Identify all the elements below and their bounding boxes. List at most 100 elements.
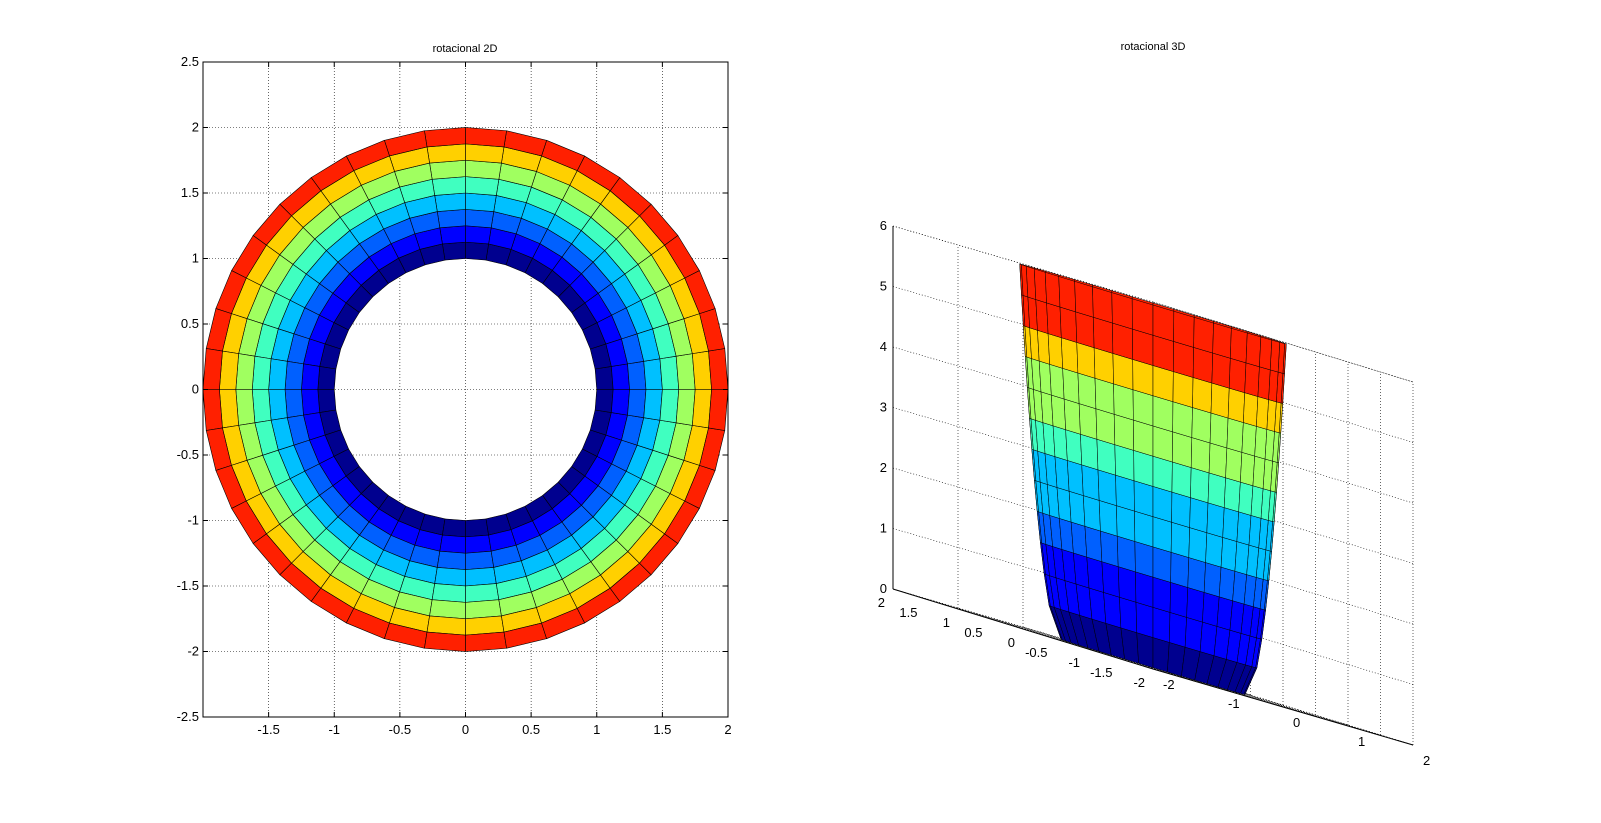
right-surface-patch [1054, 456, 1070, 492]
right-ztick-label: 1 [880, 521, 887, 536]
right-surface-patch [1211, 352, 1231, 389]
right-xgrid-floor [1087, 645, 1349, 727]
left-surface-patch [317, 366, 337, 390]
right-surface-patch [1049, 363, 1065, 400]
right-xgrid-floor [957, 607, 1219, 689]
right-surface-patch [1133, 450, 1154, 487]
left-surface-patch [436, 209, 466, 229]
right-ztick-label: 2 [880, 460, 887, 475]
right-surface-patch [1112, 353, 1134, 391]
left-surface-patch [202, 348, 223, 390]
right-surface-patch [1037, 329, 1050, 365]
right-surface-patch [1187, 557, 1206, 593]
left-surface-patch [434, 567, 466, 587]
right-surface-patch [1191, 407, 1212, 444]
left-ticks: -1.5 -1 -0.5 0 0.5 1 1.5 2 2.5 2 1.5 1 0.5 0 -0.5 -1 -1.… [177, 54, 732, 737]
right-surface-patch [1132, 389, 1154, 427]
right-surface-patch [1244, 362, 1260, 397]
right-surface-patch [1068, 490, 1086, 527]
right-surface-patch [1152, 365, 1174, 403]
left-ytick-label: -1.5 [177, 578, 199, 593]
left-ytick-label: 0 [192, 382, 199, 397]
left-surface-patch [465, 518, 489, 538]
right-surface [1019, 263, 1287, 695]
right-surface-patch [1152, 395, 1174, 433]
left-surface-patch [442, 518, 466, 538]
right-surface-patch [1133, 419, 1154, 457]
right-surface-patch [1168, 612, 1187, 648]
right-surface-patch [1093, 347, 1114, 385]
right-surface-patch [1252, 455, 1266, 490]
right-ytick-label: -0.5 [1025, 645, 1047, 660]
right-surface-patch [1192, 347, 1213, 384]
right-surface-patch [1226, 417, 1244, 453]
right-surface-patch [1171, 461, 1192, 498]
right-zgrid [1152, 543, 1414, 625]
right-surface-patch [1062, 368, 1080, 404]
right-surface-patch [1033, 268, 1047, 304]
right-surface-patch [1205, 532, 1223, 568]
left-ytick-label: 0.5 [181, 316, 199, 331]
right-surface-patch [1190, 467, 1210, 504]
left-surface [202, 127, 729, 652]
right-surface-patch [1116, 535, 1136, 573]
right-surface-patch [1220, 537, 1238, 572]
right-ztick-label: 0 [880, 581, 887, 596]
right-surface-patch [1135, 571, 1154, 608]
right-surface-patch [1241, 422, 1257, 457]
right-surface-patch [1192, 377, 1213, 414]
right-surface-patch [1209, 412, 1229, 449]
left-surface-patch [692, 389, 712, 429]
left-surface-patch [465, 176, 500, 196]
right-surface-patch [1047, 333, 1063, 369]
right-surface-patch [1152, 425, 1173, 463]
right-surface-patch [1092, 286, 1113, 324]
left-ytick-label: -0.5 [177, 447, 199, 462]
right-surface-patch [1259, 336, 1273, 371]
right-surface-patch [1212, 322, 1232, 359]
right-zgrid [1152, 301, 1414, 383]
right-ytick-label: 2 [878, 595, 885, 610]
right-surface-patch [1257, 366, 1271, 400]
right-surface-patch [1134, 510, 1154, 548]
left-surface-patch [426, 143, 466, 164]
right-title: rotacional 3D [1121, 41, 1186, 53]
right-xtick-label: -2 [1163, 677, 1175, 692]
left-surface-patch [465, 209, 495, 229]
left-surface-patch [659, 355, 680, 390]
left-xtick-label: 1.5 [653, 722, 671, 737]
right-ytick-label: -2 [1133, 675, 1145, 690]
right-surface-patch [1152, 304, 1175, 342]
right-zgrid [1152, 483, 1414, 564]
left-surface-patch [708, 389, 729, 431]
left-surface-patch [431, 176, 466, 196]
right-surface-patch [1225, 447, 1243, 483]
left-surface-patch [426, 615, 466, 636]
right-surface-patch [1206, 502, 1225, 538]
right-surface-patch [1254, 426, 1268, 460]
left-surface-patch [708, 348, 729, 390]
right-surface-patch [1113, 413, 1134, 451]
right-top-edge [892, 225, 1154, 303]
left-surface-patch [268, 389, 288, 421]
left-xtick-label: -1.5 [257, 722, 279, 737]
right-surface-patch [1065, 429, 1083, 466]
left-surface-patch [627, 389, 647, 419]
left-surface-patch [611, 389, 630, 416]
right-surface-patch [1086, 556, 1104, 593]
right-surface-patch [1100, 530, 1119, 567]
left-surface-patch [643, 358, 663, 390]
right-surface-patch [1152, 455, 1173, 493]
right-surface-patch [1080, 433, 1099, 471]
right-surface-patch [1035, 299, 1049, 334]
right-surface-patch [1052, 425, 1068, 461]
right-ytick-label: -1.5 [1090, 665, 1112, 680]
right-ytick-label: 1 [943, 615, 950, 630]
right-surface-patch [1208, 442, 1228, 479]
left-ytick-label: 2.5 [181, 54, 199, 69]
right-surface-patch [1227, 387, 1245, 423]
right-surface-patch [1116, 505, 1136, 542]
left-surface-patch [465, 127, 507, 148]
right-surface-patch [1169, 582, 1189, 618]
